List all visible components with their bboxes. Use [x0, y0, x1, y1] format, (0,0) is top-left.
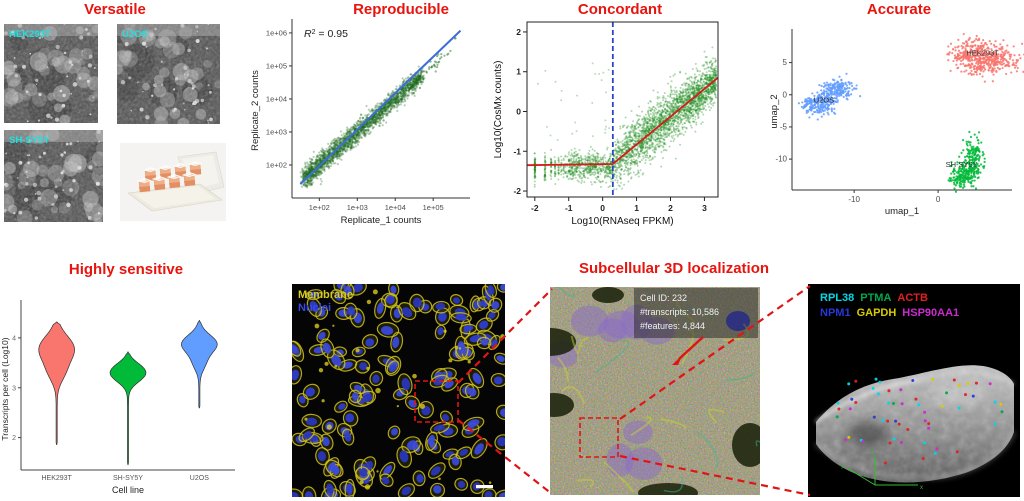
repro-ylabel: Replicate_2 counts: [250, 70, 261, 151]
nuclei-channel-label: Nuclei: [298, 302, 331, 314]
svg-text:1e+05: 1e+05: [266, 61, 287, 70]
violin-category-label: U2OS: [190, 475, 209, 482]
zoom-region-box: [579, 417, 619, 458]
svg-text:1e+03: 1e+03: [266, 127, 287, 136]
umap-ylabel: umap_2: [770, 94, 780, 128]
violin-category-label: SH-SY5Y: [113, 475, 143, 482]
umap-cluster-SH-SY5Y: [947, 130, 986, 193]
cell-line-label: SH-SY5Y: [9, 135, 50, 146]
versatile-title: Versatile: [84, 1, 146, 18]
micrograph-u2os: U2OS: [117, 24, 220, 124]
svg-text:1e+05: 1e+05: [423, 203, 444, 212]
svg-text:1e+02: 1e+02: [309, 203, 330, 212]
conc-fit-line: [526, 76, 719, 167]
conc-ylabel: Log10(CosMx counts): [493, 61, 504, 159]
svg-text:1e+03: 1e+03: [347, 203, 368, 212]
umap-cluster-HEK293T: [946, 32, 1024, 83]
violin-xlabel: Cell line: [112, 485, 144, 495]
svg-text:1e+06: 1e+06: [266, 28, 287, 37]
micrograph-shsy5y: SH-SY5Y: [4, 130, 103, 222]
violin-HEK293T: [38, 321, 75, 445]
umap-xlabel: umap_1: [885, 206, 919, 217]
sensitive-title: Highly sensitive: [68, 261, 184, 278]
violin-ylabel: Transcripts per cell (Log10): [0, 337, 10, 440]
gene-legend-row2: NPM1 GAPDH HSP90AA1: [820, 307, 959, 319]
r2-annotation: R2 = 0.95: [304, 28, 348, 40]
svg-text:1e+04: 1e+04: [385, 203, 406, 212]
gene-legend-row1: RPL38 PTMA ACTB: [820, 292, 928, 304]
reproducible-title: Reproducible: [353, 1, 449, 18]
umap-cluster-label: U2OS: [814, 95, 834, 104]
micrograph-hek293t: HEK293T: [4, 24, 98, 123]
reproducible-scatter-chart: 1e+02 1e+03 1e+04 1e+05 1e+02 1e+03 1e+04 1e+05…: [248, 0, 486, 232]
y-axis: [846, 467, 876, 486]
cell-info-line: #transcripts: 10,586: [640, 307, 719, 317]
cell-info-line: #features: 4,844: [640, 321, 705, 331]
violin-category-label: HEK293T: [41, 475, 72, 482]
repro-fit-line: [299, 29, 462, 185]
transcript-overlay-image: Cell ID: 232 #transcripts: 10,586 #feature…: [550, 287, 760, 495]
umap-cluster-U2OS: [797, 72, 862, 121]
svg-text:1e+02: 1e+02: [266, 160, 287, 169]
subcellular-title: Subcellular 3D localization: [578, 260, 770, 277]
scale-bar: [476, 485, 493, 489]
membrane-channel-label: Membrane: [298, 289, 353, 301]
svg-text:1e+04: 1e+04: [266, 94, 287, 103]
cell-info-line: Cell ID: 232: [640, 293, 687, 303]
cell-line-label: HEK293T: [9, 29, 51, 40]
umap-cluster-label: SH-SY5Y: [946, 160, 978, 169]
repro-xlabel: Replicate_1 counts: [341, 215, 422, 226]
umap-cluster-label: HEK293T: [966, 49, 999, 58]
cell-line-label: U2OS: [122, 29, 148, 40]
violin-SH-SY5Y: [109, 351, 147, 466]
conc-xlabel: Log10(RNAseq FPKM): [571, 216, 673, 227]
concordant-title: Concordant: [577, 1, 663, 18]
zoom-region-box: [414, 380, 459, 423]
chamber-slide-photo: [120, 143, 226, 221]
violin-U2OS: [181, 320, 218, 409]
accurate-title: Accurate: [866, 1, 932, 18]
